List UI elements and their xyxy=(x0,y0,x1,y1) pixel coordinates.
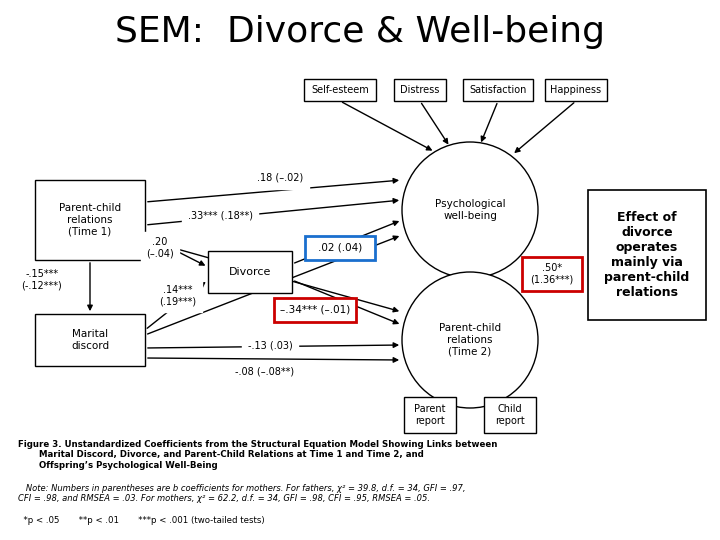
Text: .20
(–.04): .20 (–.04) xyxy=(146,237,174,259)
FancyBboxPatch shape xyxy=(463,79,533,101)
Text: Parent-child
relations
(Time 1): Parent-child relations (Time 1) xyxy=(59,204,121,237)
Text: *p < .05       **p < .01       ***p < .001 (two-tailed tests): *p < .05 **p < .01 ***p < .001 (two-tail… xyxy=(18,516,265,525)
Text: –.34*** (–.01): –.34*** (–.01) xyxy=(280,305,350,315)
Text: -.13 (.03): -.13 (.03) xyxy=(248,340,292,350)
Text: -.08 (–.08**): -.08 (–.08**) xyxy=(235,367,294,377)
Text: .14***
(.19***): .14*** (.19***) xyxy=(159,285,197,307)
Text: Child
report: Child report xyxy=(495,404,525,426)
FancyBboxPatch shape xyxy=(394,79,446,101)
Text: Psychological
well-being: Psychological well-being xyxy=(435,199,505,221)
Text: Note: Numbers in parentheses are b coefficients for mothers. For fathers, χ² = 3: Note: Numbers in parentheses are b coeff… xyxy=(18,484,466,503)
Text: Happiness: Happiness xyxy=(550,85,602,95)
Text: -.15***
(-.12***): -.15*** (-.12***) xyxy=(22,269,63,291)
FancyBboxPatch shape xyxy=(545,79,607,101)
FancyBboxPatch shape xyxy=(304,79,376,101)
Text: .18 (–.02): .18 (–.02) xyxy=(257,173,303,183)
FancyBboxPatch shape xyxy=(305,236,375,260)
Text: .02 (.04): .02 (.04) xyxy=(318,243,362,253)
Text: SEM:  Divorce & Well-being: SEM: Divorce & Well-being xyxy=(115,15,605,49)
Text: Effect of
divorce
operates
mainly via
parent-child
relations: Effect of divorce operates mainly via pa… xyxy=(604,211,690,299)
Circle shape xyxy=(402,142,538,278)
Text: Satisfaction: Satisfaction xyxy=(469,85,527,95)
FancyBboxPatch shape xyxy=(35,314,145,366)
Circle shape xyxy=(402,272,538,408)
Text: Figure 3. Unstandardized Coefficients from the Structural Equation Model Showing: Figure 3. Unstandardized Coefficients fr… xyxy=(18,440,498,470)
Text: Parent-child
relations
(Time 2): Parent-child relations (Time 2) xyxy=(439,323,501,356)
FancyBboxPatch shape xyxy=(208,251,292,293)
FancyBboxPatch shape xyxy=(484,397,536,433)
Text: .33*** (.18**): .33*** (.18**) xyxy=(187,211,253,221)
FancyBboxPatch shape xyxy=(522,257,582,291)
FancyBboxPatch shape xyxy=(588,190,706,320)
FancyBboxPatch shape xyxy=(404,397,456,433)
FancyBboxPatch shape xyxy=(35,180,145,260)
Text: .50*
(1.36***): .50* (1.36***) xyxy=(531,263,574,285)
Text: Self-esteem: Self-esteem xyxy=(311,85,369,95)
Text: Distress: Distress xyxy=(400,85,440,95)
FancyBboxPatch shape xyxy=(274,298,356,322)
Text: Marital
discord: Marital discord xyxy=(71,329,109,351)
Text: Parent
report: Parent report xyxy=(414,404,446,426)
Text: Divorce: Divorce xyxy=(229,267,271,277)
